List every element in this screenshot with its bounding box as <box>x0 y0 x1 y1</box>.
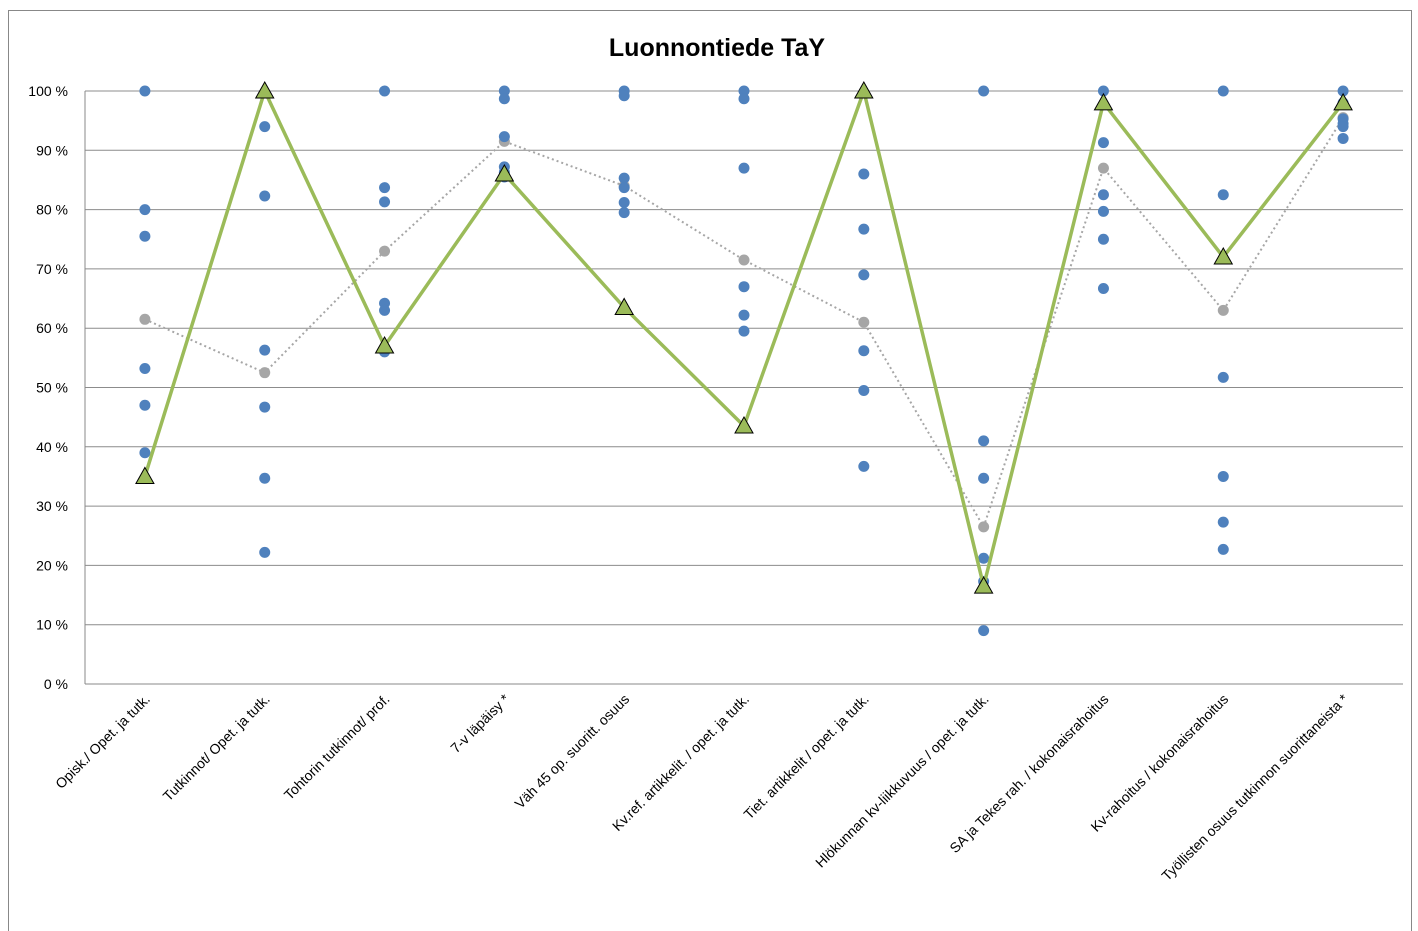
dot-marker <box>139 399 151 411</box>
dot-marker <box>259 190 271 202</box>
dot-marker <box>1097 189 1109 201</box>
dot-marker <box>259 472 271 484</box>
triangle-marker <box>614 297 635 315</box>
y-tick-label: 90 % <box>36 142 68 158</box>
dot-marker <box>978 435 990 447</box>
dot-marker <box>1217 371 1229 383</box>
dot-marker <box>259 546 271 558</box>
y-tick-label: 70 % <box>36 261 68 277</box>
dot-marker <box>1097 137 1109 149</box>
y-tick-label: 30 % <box>36 498 68 514</box>
chart-border <box>8 10 1412 931</box>
triangle-marker <box>973 576 994 594</box>
y-tick-label: 10 % <box>36 617 68 633</box>
triangle-marker <box>1333 92 1353 111</box>
dot-marker <box>1097 205 1109 217</box>
dot-marker <box>738 254 750 266</box>
dot-marker <box>1217 304 1229 316</box>
dot-marker <box>978 472 990 484</box>
triangle-marker <box>734 416 754 434</box>
dot-marker <box>139 363 151 375</box>
dot-marker <box>618 207 630 219</box>
dot-marker <box>1217 543 1229 555</box>
dot-marker <box>1217 516 1229 528</box>
dot-marker <box>738 93 750 105</box>
dot-marker <box>379 182 391 194</box>
dot-marker <box>259 401 271 413</box>
y-tick-label: 20 % <box>36 557 68 573</box>
triangle-marker <box>135 466 155 484</box>
dot-marker <box>379 245 391 257</box>
dot-marker <box>259 367 271 379</box>
dot-marker <box>858 384 870 396</box>
dot-marker <box>379 85 391 97</box>
dot-marker <box>498 93 510 105</box>
dot-marker <box>858 168 870 180</box>
chart-title: Luonnontiede TaY <box>609 34 826 62</box>
dot-marker <box>858 460 870 472</box>
dot-marker <box>1337 132 1349 144</box>
triangle-marker <box>494 164 515 182</box>
dot-marker <box>139 230 151 242</box>
y-tick-label: 0 % <box>44 676 68 692</box>
dot-marker <box>618 90 630 102</box>
dot-marker <box>379 196 391 208</box>
dot-marker <box>978 552 990 564</box>
dot-marker <box>1097 233 1109 245</box>
dot-marker <box>1217 470 1229 482</box>
dot-marker <box>139 313 151 325</box>
dot-marker <box>1337 121 1349 133</box>
dot-marker <box>978 85 990 97</box>
y-tick-label: 40 % <box>36 439 68 455</box>
dot-marker <box>1337 85 1349 97</box>
dot-marker <box>1097 85 1109 97</box>
dot-marker <box>858 269 870 281</box>
dot-marker <box>978 521 990 533</box>
triangle-marker <box>374 335 395 354</box>
dot-marker <box>858 316 870 328</box>
dot-marker <box>738 281 750 293</box>
triangle-marker <box>254 80 275 99</box>
y-tick-label: 100 % <box>28 83 68 99</box>
dot-marker <box>738 85 750 97</box>
dot-marker <box>379 304 391 316</box>
dot-marker <box>618 196 630 208</box>
dot-marker <box>139 204 151 216</box>
dot-marker <box>139 85 151 97</box>
dot-marker <box>618 172 630 184</box>
dot-marker <box>498 131 510 143</box>
dot-marker <box>618 182 630 194</box>
dot-marker <box>858 223 870 235</box>
dot-marker <box>259 121 271 133</box>
y-tick-label: 50 % <box>36 380 68 396</box>
y-tick-label: 60 % <box>36 320 68 336</box>
dot-marker <box>858 345 870 357</box>
dot-marker <box>498 85 510 97</box>
dot-marker <box>1097 282 1109 294</box>
dot-marker <box>1217 189 1229 201</box>
y-tick-label: 80 % <box>36 202 68 218</box>
dot-marker <box>738 309 750 321</box>
series-line <box>144 117 1344 530</box>
dot-marker <box>1217 85 1229 97</box>
dot-marker <box>1097 162 1109 174</box>
dot-marker <box>978 625 990 637</box>
dot-marker <box>738 162 750 174</box>
triangle-marker <box>1213 247 1234 265</box>
triangle-marker <box>853 80 874 99</box>
dot-marker <box>738 325 750 337</box>
dot-marker <box>259 344 271 356</box>
dot-marker <box>139 447 151 459</box>
triangle-marker <box>1093 92 1114 111</box>
